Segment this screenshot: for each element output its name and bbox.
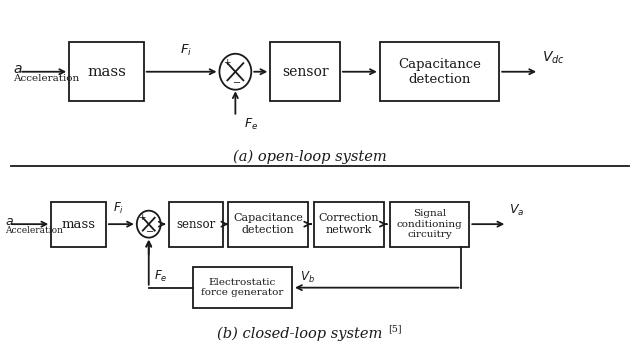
Bar bbox=[270, 42, 340, 101]
Text: $a$: $a$ bbox=[5, 215, 14, 228]
Text: mass: mass bbox=[61, 218, 95, 231]
Text: Acceleration: Acceleration bbox=[13, 74, 79, 83]
Text: $F_i$: $F_i$ bbox=[113, 201, 124, 216]
Text: $V_{dc}$: $V_{dc}$ bbox=[542, 49, 565, 66]
Text: Signal
conditioning
circuitry: Signal conditioning circuitry bbox=[397, 209, 462, 239]
Text: (b) closed-loop system: (b) closed-loop system bbox=[218, 327, 383, 341]
Text: $V_b$: $V_b$ bbox=[300, 270, 315, 285]
Bar bbox=[228, 202, 308, 247]
Bar bbox=[69, 42, 144, 101]
Text: (a) open-loop system: (a) open-loop system bbox=[233, 150, 387, 164]
Text: $F_e$: $F_e$ bbox=[244, 117, 259, 132]
Text: +: + bbox=[223, 58, 230, 67]
Bar bbox=[169, 202, 223, 247]
Bar bbox=[193, 267, 292, 308]
Text: $a$: $a$ bbox=[13, 62, 23, 76]
Text: −: − bbox=[146, 228, 154, 237]
Bar bbox=[380, 42, 499, 101]
Ellipse shape bbox=[137, 211, 161, 238]
Text: Correction
network: Correction network bbox=[319, 213, 379, 235]
Text: $F_i$: $F_i$ bbox=[179, 43, 191, 58]
Text: Electrostatic
force generator: Electrostatic force generator bbox=[201, 278, 284, 297]
Text: +: + bbox=[138, 213, 146, 221]
Text: Capacitance
detection: Capacitance detection bbox=[234, 213, 303, 235]
Text: mass: mass bbox=[87, 65, 126, 79]
Text: Capacitance
detection: Capacitance detection bbox=[398, 58, 481, 86]
Text: −: − bbox=[233, 79, 241, 88]
Text: Acceleration: Acceleration bbox=[5, 226, 63, 235]
Text: sensor: sensor bbox=[177, 218, 216, 231]
Bar bbox=[390, 202, 469, 247]
Text: $V_a$: $V_a$ bbox=[509, 203, 525, 218]
Text: [5]: [5] bbox=[388, 324, 401, 333]
Text: sensor: sensor bbox=[282, 65, 328, 79]
Text: $F_e$: $F_e$ bbox=[154, 269, 167, 284]
Bar bbox=[314, 202, 384, 247]
Bar bbox=[51, 202, 106, 247]
Ellipse shape bbox=[220, 54, 252, 90]
